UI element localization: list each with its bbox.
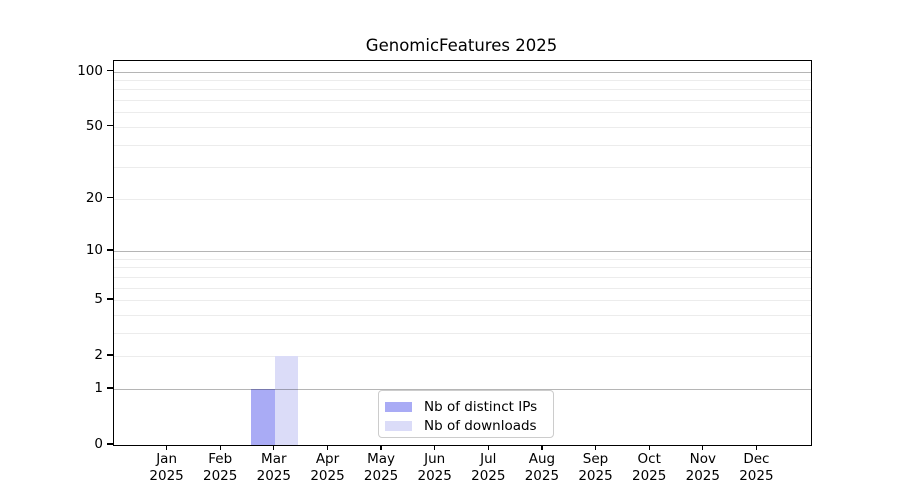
x-tick-label: May 2025 [341,451,421,484]
legend-swatch [385,401,412,412]
x-tick-label: Aug 2025 [502,451,582,484]
y-tick-label: 1 [94,379,103,396]
x-tick-label: Sep 2025 [556,451,636,484]
minor-gridline [114,287,811,289]
major-gridline [114,71,811,73]
x-tick-month: Feb [208,451,233,467]
y-tick-mark [107,125,113,127]
x-tick-mark [702,445,704,451]
x-tick-mark [380,445,382,451]
x-tick-month: Apr [315,451,340,467]
x-tick-year: 2025 [363,467,399,484]
x-tick-label: Dec 2025 [716,451,796,484]
y-tick-label: 0 [94,436,103,452]
x-tick-year: 2025 [203,467,238,484]
x-tick-mark [219,445,221,451]
x-tick-label: Apr 2025 [288,451,368,484]
x-tick-month: May [367,451,396,467]
x-tick-year: 2025 [149,467,184,484]
minor-gridline [114,167,811,169]
bar-mar-0 [251,388,275,445]
x-tick-label: Feb 2025 [180,451,260,484]
x-tick-label: Mar 2025 [234,451,314,484]
x-tick-mark [165,445,168,451]
minor-gridline [114,112,811,114]
y-tick-mark [107,443,113,445]
minor-gridline [114,276,811,278]
x-tick-month: Nov [689,451,716,467]
x-tick-label: Jan 2025 [127,451,207,484]
minor-gridline [114,314,811,316]
major-gridline [114,250,811,252]
legend-row: Nb of distinct IPs [385,397,545,416]
x-tick-label: Jun 2025 [395,451,475,484]
minor-gridline [114,267,811,269]
legend: Nb of distinct IPs Nb of downloads [378,390,554,438]
y-tick-mark [107,387,113,389]
x-tick-month: Jun [424,451,446,467]
x-tick-month: Sep [582,451,609,467]
legend-label: Nb of downloads [424,417,537,434]
x-tick-year: 2025 [471,467,506,484]
minor-gridline [114,300,811,301]
bar-mar-1 [274,356,299,445]
x-tick-year: 2025 [310,467,345,484]
x-tick-month: Jan [156,451,177,467]
x-tick-mark [326,445,329,451]
x-tick-month: Jul [480,451,497,467]
x-tick-label: Jul 2025 [448,451,528,484]
x-tick-year: 2025 [417,467,452,484]
x-tick-label: Nov 2025 [663,451,743,484]
y-tick-mark [107,249,113,251]
major-gridline [114,388,811,390]
x-tick-year: 2025 [739,467,774,484]
x-tick-mark [755,445,758,451]
minor-gridline [114,356,811,358]
x-tick-year: 2025 [524,467,560,484]
minor-gridline [114,144,811,146]
x-tick-label: Oct 2025 [609,451,689,484]
y-tick-label: 5 [94,291,103,307]
minor-gridline [114,198,811,200]
y-tick-mark [107,298,113,300]
x-tick-year: 2025 [578,467,613,484]
x-tick-mark [434,445,436,451]
y-tick-label: 50 [85,117,103,134]
legend-row: Nb of downloads [385,416,545,435]
x-tick-month: Mar [261,451,287,467]
minor-gridline [114,332,811,334]
y-tick-mark [107,354,113,356]
legend-swatch [385,420,412,431]
y-tick-label: 2 [94,347,103,364]
minor-gridline [114,126,811,128]
y-tick-label: 20 [85,189,103,206]
x-tick-mark [541,445,543,451]
minor-gridline [114,100,811,101]
minor-gridline [114,258,811,260]
y-tick-label: 10 [85,241,103,258]
legend-label: Nb of distinct IPs [424,398,538,415]
x-tick-mark [594,445,597,451]
chart-title: GenomicFeatures 2025 [365,36,558,55]
x-tick-mark [273,445,275,451]
plot-area [113,60,812,446]
x-tick-mark [648,445,650,451]
minor-gridline [114,89,811,91]
x-tick-month: Oct [637,451,661,467]
x-tick-year: 2025 [256,467,291,484]
x-tick-mark [487,445,489,451]
x-tick-year: 2025 [632,467,667,484]
minor-gridline [114,79,811,81]
y-tick-mark [107,69,113,72]
y-tick-label: 100 [77,62,103,79]
y-tick-mark [107,196,113,199]
x-tick-year: 2025 [685,467,720,484]
x-tick-month: Aug [528,451,556,467]
x-tick-month: Dec [743,451,770,467]
